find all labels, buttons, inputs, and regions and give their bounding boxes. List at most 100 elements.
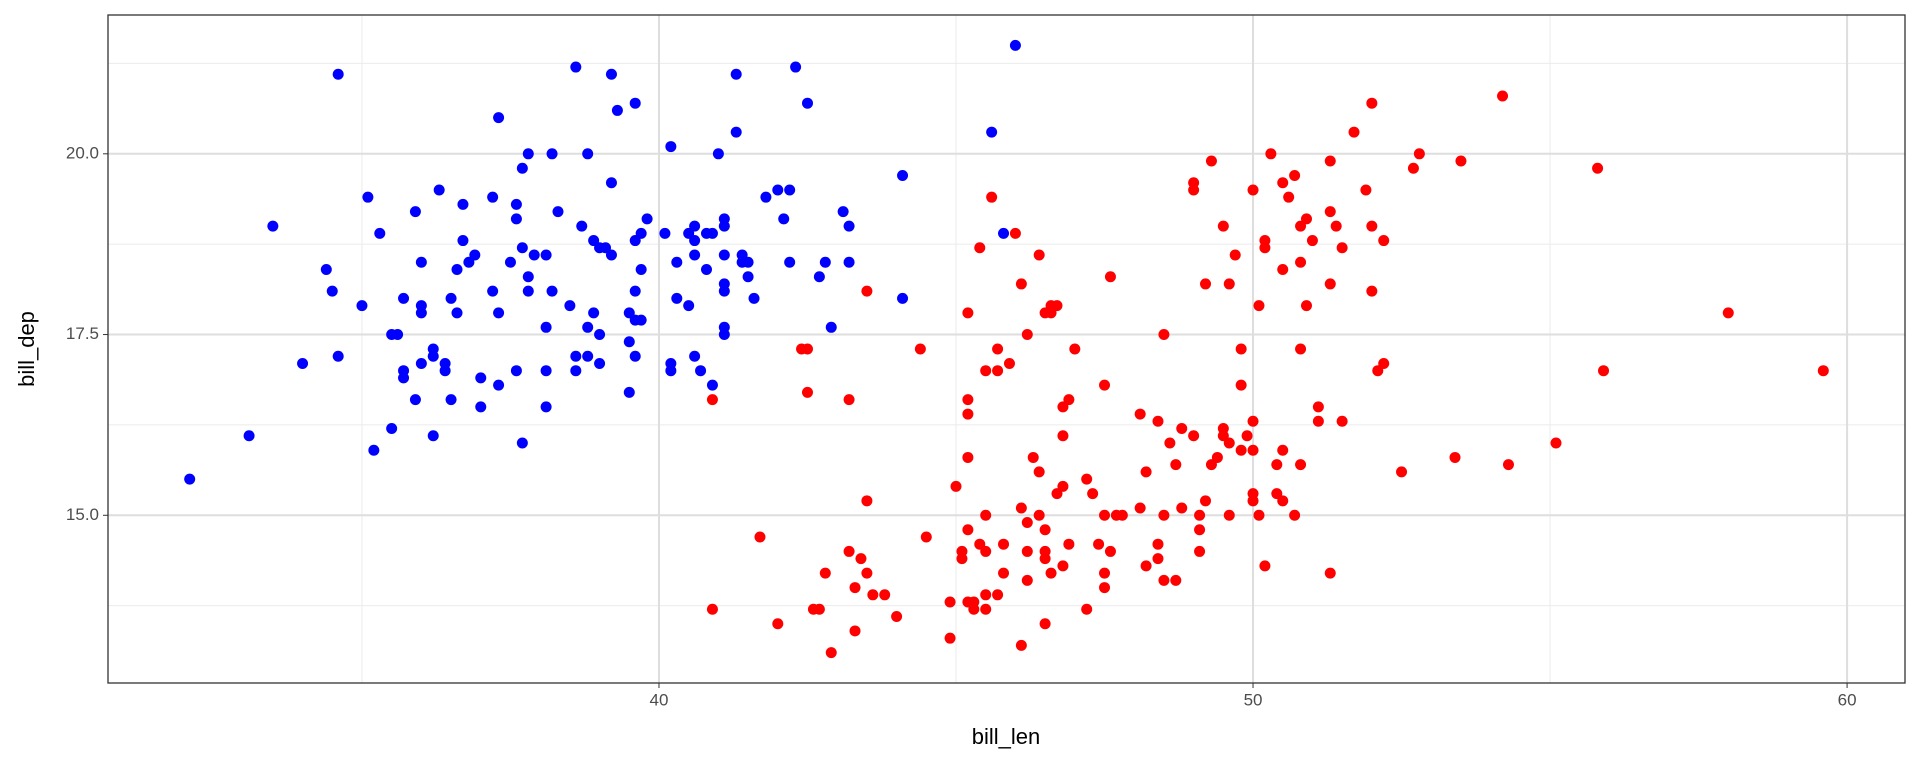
point: [433, 184, 445, 196]
point: [1253, 300, 1265, 312]
point: [605, 177, 617, 189]
point: [1247, 184, 1259, 196]
point: [992, 589, 1004, 601]
point: [1188, 430, 1200, 442]
point: [1021, 329, 1033, 341]
point: [671, 292, 683, 304]
point: [980, 545, 992, 557]
point: [1455, 155, 1467, 167]
point: [1550, 437, 1562, 449]
point: [1134, 408, 1146, 420]
point: [1015, 639, 1027, 651]
point: [1152, 415, 1164, 427]
point: [629, 285, 641, 297]
point: [1021, 545, 1033, 557]
point: [582, 321, 594, 333]
point: [1033, 509, 1045, 521]
point: [368, 444, 380, 456]
point: [748, 292, 760, 304]
point: [1348, 126, 1360, 138]
point: [1324, 278, 1336, 290]
point: [1312, 401, 1324, 413]
point: [570, 365, 582, 377]
point: [516, 437, 528, 449]
point: [1330, 220, 1342, 232]
point: [1223, 278, 1235, 290]
point: [784, 256, 796, 268]
point: [1176, 423, 1188, 435]
point: [1099, 379, 1111, 391]
point: [1057, 480, 1069, 492]
panel-border: [107, 14, 1906, 684]
point: [570, 350, 582, 362]
point: [493, 112, 505, 124]
point: [962, 451, 974, 463]
point: [891, 610, 903, 622]
point: [1247, 444, 1259, 456]
point: [1205, 155, 1217, 167]
point: [1407, 162, 1419, 174]
point: [1366, 220, 1378, 232]
point: [1223, 437, 1235, 449]
point: [635, 227, 647, 239]
point: [819, 567, 831, 579]
point: [1306, 235, 1318, 247]
point: [1241, 430, 1253, 442]
point: [1015, 502, 1027, 514]
point: [968, 596, 980, 608]
point: [754, 531, 766, 543]
point: [701, 263, 713, 275]
point: [623, 336, 635, 348]
point: [843, 394, 855, 406]
point: [629, 97, 641, 109]
point: [409, 394, 421, 406]
point: [1152, 538, 1164, 550]
point: [671, 256, 683, 268]
point: [1265, 148, 1277, 160]
point: [986, 191, 998, 203]
point: [1277, 495, 1289, 507]
point: [849, 582, 861, 594]
point: [629, 350, 641, 362]
point: [398, 292, 410, 304]
point: [546, 148, 558, 160]
point: [564, 300, 576, 312]
point: [849, 625, 861, 637]
point: [1200, 495, 1212, 507]
point: [487, 285, 499, 297]
point: [1104, 271, 1116, 283]
point: [730, 126, 742, 138]
point: [1009, 227, 1021, 239]
point: [1158, 574, 1170, 586]
point: [1253, 509, 1265, 521]
point: [689, 350, 701, 362]
point: [1140, 560, 1152, 572]
point: [1217, 220, 1229, 232]
point: [1194, 545, 1206, 557]
point: [1057, 430, 1069, 442]
point: [504, 256, 516, 268]
point: [998, 567, 1010, 579]
point: [1366, 285, 1378, 297]
point: [415, 256, 427, 268]
point: [986, 126, 998, 138]
point: [944, 632, 956, 644]
point: [552, 206, 564, 218]
point: [843, 256, 855, 268]
point: [778, 213, 790, 225]
point: [718, 329, 730, 341]
point: [742, 271, 754, 283]
point: [297, 357, 309, 369]
point: [623, 386, 635, 398]
point: [665, 141, 677, 153]
point: [332, 350, 344, 362]
point: [1015, 278, 1027, 290]
y-tick-label: 20.0: [66, 143, 99, 162]
point: [457, 235, 469, 247]
point: [801, 386, 813, 398]
point: [427, 350, 439, 362]
point: [457, 198, 469, 210]
point: [445, 292, 457, 304]
point: [1366, 97, 1378, 109]
